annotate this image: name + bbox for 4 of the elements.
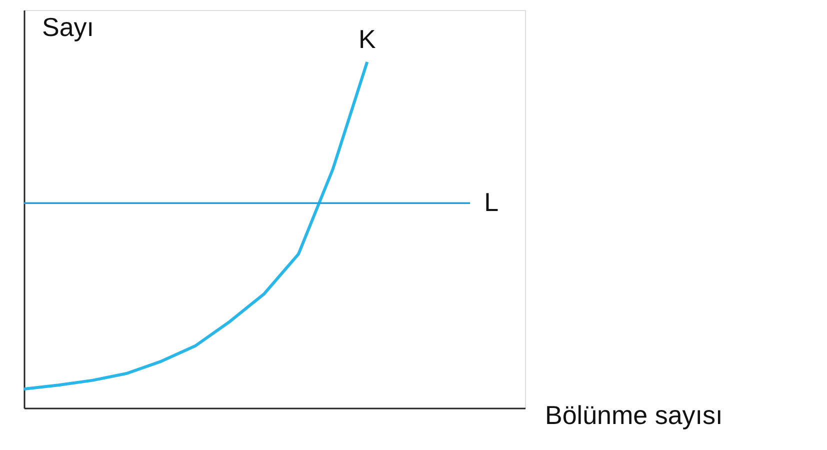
x-axis-title: Bölünme sayısı: [545, 400, 723, 430]
y-axis-title: Sayı: [42, 12, 94, 42]
series-label: L: [484, 187, 499, 218]
series-label: K: [358, 24, 376, 54]
